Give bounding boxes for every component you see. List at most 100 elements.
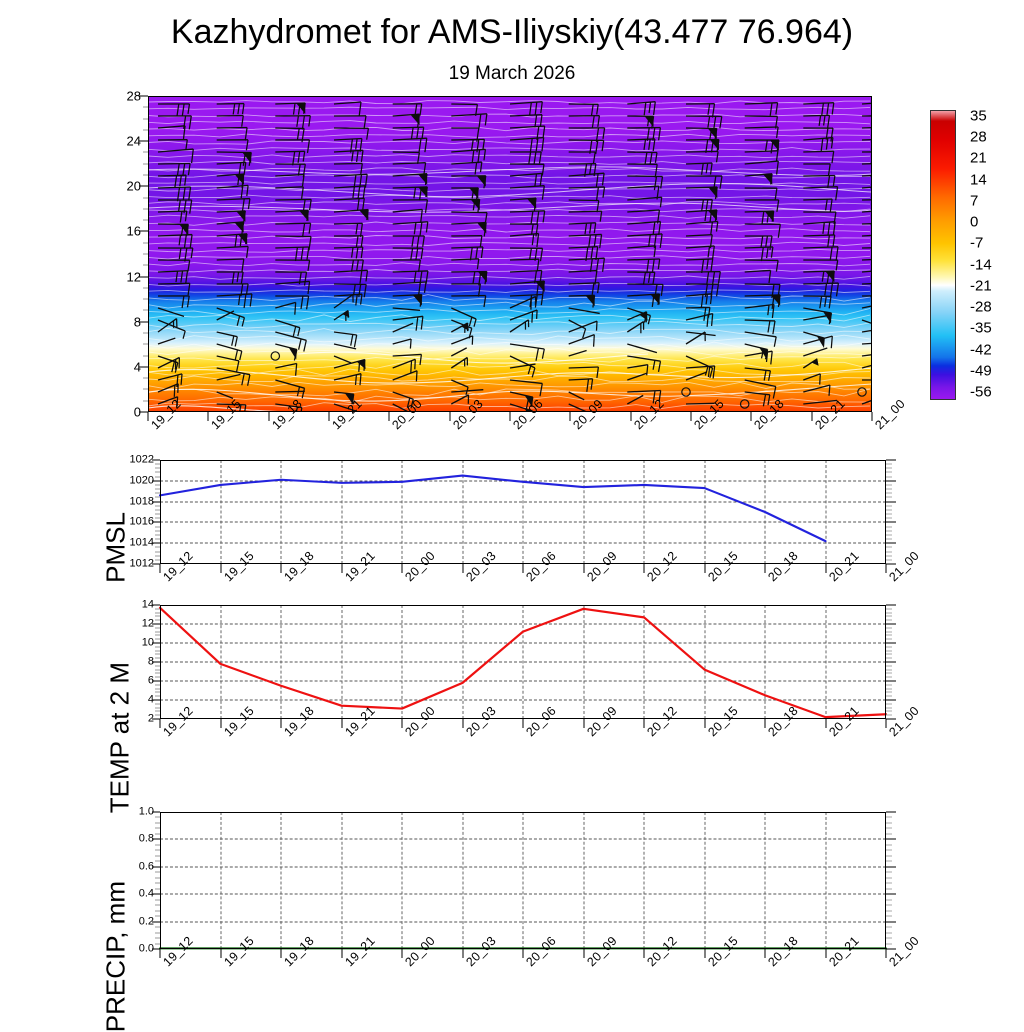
- y-minor-tick: [155, 910, 160, 911]
- x-tick-mark: [281, 719, 282, 728]
- x-tick-mark: [691, 412, 692, 421]
- colorbar-tick-label: -21: [970, 278, 992, 293]
- x-tick-mark: [160, 564, 161, 573]
- y-minor-tick: [155, 497, 160, 498]
- y-minor-tick-right: [886, 910, 892, 911]
- y-minor-tick: [155, 654, 160, 655]
- y-minor-tick-right: [886, 627, 892, 628]
- x-tick-mark: [402, 564, 403, 573]
- x-tick-mark: [825, 719, 826, 728]
- x-tick-mark: [341, 949, 342, 958]
- x-tick-mark: [583, 949, 584, 958]
- y-minor-tick: [155, 927, 160, 928]
- y-minor-tick: [155, 639, 160, 640]
- y-minor-tick-right: [886, 669, 892, 670]
- y-minor-tick: [143, 265, 148, 266]
- pmsl-axis-label: PMSL: [104, 512, 129, 583]
- y-minor-tick-right: [886, 620, 892, 621]
- y-tick-mark: [152, 839, 160, 840]
- y-minor-tick: [143, 355, 148, 356]
- y-minor-tick: [155, 828, 160, 829]
- y-minor-tick: [155, 547, 160, 548]
- y-minor-tick-right: [886, 635, 892, 636]
- y-minor-tick-right: [886, 916, 892, 917]
- y-tick-mark-right: [886, 605, 896, 606]
- y-minor-tick: [155, 635, 160, 636]
- y-tick-mark: [152, 662, 160, 663]
- y-minor-tick: [155, 932, 160, 933]
- y-tick-mark-right: [886, 700, 896, 701]
- pmsl-frame: [160, 460, 886, 564]
- y-minor-tick: [155, 484, 160, 485]
- x-tick-mark: [704, 564, 705, 573]
- y-minor-tick-right: [886, 861, 892, 862]
- x-tick-label: 21_00: [887, 549, 922, 584]
- y-minor-tick-right: [886, 817, 892, 818]
- y-minor-tick: [155, 905, 160, 906]
- x-tick-mark: [341, 564, 342, 573]
- colorbar-tick-label: -49: [970, 363, 992, 378]
- temp-axis-label: TEMP at 2 M: [108, 662, 133, 813]
- y-minor-tick-right: [886, 715, 892, 716]
- y-minor-tick-right: [886, 559, 892, 560]
- y-minor-tick-right: [886, 518, 892, 519]
- x-tick-mark: [220, 949, 221, 958]
- y-minor-tick: [155, 943, 160, 944]
- y-minor-tick: [155, 650, 160, 651]
- y-minor-tick-right: [886, 555, 892, 556]
- y-minor-tick: [143, 287, 148, 288]
- y-minor-tick: [155, 872, 160, 873]
- y-minor-tick-right: [886, 703, 892, 704]
- x-tick-label: 21_00: [887, 704, 922, 739]
- y-tick-mark: [139, 141, 148, 142]
- x-tick-mark: [160, 719, 161, 728]
- colorbar-tick-label: 7: [970, 193, 978, 208]
- colorbar-tick-label: -7: [970, 236, 983, 251]
- y-tick-mark: [139, 366, 148, 367]
- y-minor-tick-right: [886, 526, 892, 527]
- y-minor-tick: [155, 877, 160, 878]
- x-tick-mark: [523, 949, 524, 958]
- y-minor-tick-right: [886, 476, 892, 477]
- y-minor-tick: [155, 616, 160, 617]
- y-tick-mark: [139, 186, 148, 187]
- x-tick-mark: [872, 412, 873, 421]
- y-minor-tick: [155, 692, 160, 693]
- colorbar-gradient: [930, 110, 956, 400]
- y-minor-tick: [143, 400, 148, 401]
- y-minor-tick: [155, 855, 160, 856]
- y-minor-tick-right: [886, 899, 892, 900]
- y-tick-mark: [139, 276, 148, 277]
- y-minor-tick: [155, 627, 160, 628]
- cross-section-frame: [148, 96, 872, 412]
- y-minor-tick: [143, 378, 148, 379]
- y-tick-mark-right: [886, 812, 896, 813]
- colorbar-tick-label: 28: [970, 130, 987, 145]
- x-tick-mark: [583, 564, 584, 573]
- y-tick-mark: [152, 605, 160, 606]
- colorbar-tick-label: 21: [970, 151, 987, 166]
- x-tick-mark: [389, 412, 390, 421]
- y-tick-mark: [152, 501, 160, 502]
- y-minor-tick: [155, 464, 160, 465]
- y-minor-tick: [155, 646, 160, 647]
- y-tick-mark-right: [886, 480, 896, 481]
- y-minor-tick: [155, 612, 160, 613]
- x-tick-mark: [329, 412, 330, 421]
- y-minor-tick: [155, 696, 160, 697]
- y-minor-tick-right: [886, 938, 892, 939]
- y-minor-tick: [155, 817, 160, 818]
- y-minor-tick: [155, 669, 160, 670]
- y-minor-tick: [155, 539, 160, 540]
- y-minor-tick: [155, 518, 160, 519]
- x-tick-mark: [570, 412, 571, 421]
- y-minor-tick-right: [886, 539, 892, 540]
- y-minor-tick-right: [886, 943, 892, 944]
- x-tick-mark: [462, 719, 463, 728]
- y-tick-mark: [152, 480, 160, 481]
- colorbar-tick-label: -42: [970, 342, 992, 357]
- y-minor-tick: [155, 526, 160, 527]
- y-minor-tick-right: [886, 665, 892, 666]
